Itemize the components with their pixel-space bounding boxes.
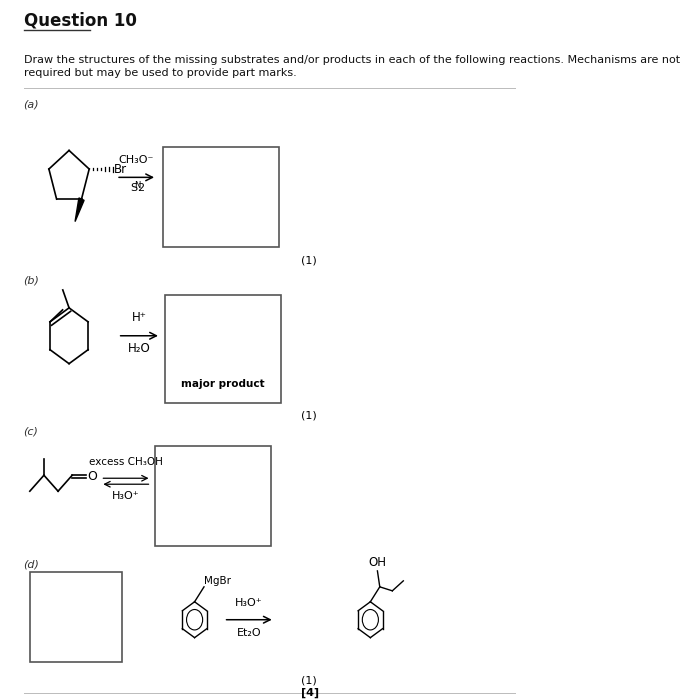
Text: (b): (b) (23, 276, 39, 286)
Text: (a): (a) (23, 99, 39, 110)
Text: (d): (d) (23, 560, 39, 570)
Text: (1): (1) (300, 410, 316, 421)
Text: Br: Br (115, 162, 128, 176)
Text: 2: 2 (137, 183, 145, 193)
Bar (163, 148, 279, 247)
Polygon shape (75, 198, 84, 222)
Bar (165, 295, 281, 402)
Text: (1): (1) (300, 676, 316, 685)
Text: excess CH₃OH: excess CH₃OH (89, 457, 163, 468)
Text: [4]: [4] (300, 687, 319, 698)
Text: MgBr: MgBr (204, 576, 231, 586)
Text: major product: major product (181, 379, 265, 389)
Text: Et₂O: Et₂O (237, 628, 261, 638)
Text: OH: OH (368, 556, 386, 569)
Text: H₃O⁺: H₃O⁺ (235, 598, 263, 608)
Text: (c): (c) (23, 426, 38, 436)
Text: CH₃O⁻: CH₃O⁻ (119, 155, 154, 165)
Text: H₂O: H₂O (128, 342, 151, 355)
Text: (1): (1) (300, 255, 316, 265)
Text: O: O (87, 470, 97, 483)
Text: S: S (130, 183, 137, 193)
Bar (155, 447, 272, 546)
Text: H⁺: H⁺ (132, 311, 147, 324)
Text: required but may be used to provide part marks.: required but may be used to provide part… (23, 68, 296, 78)
Text: H₃O⁺: H₃O⁺ (112, 491, 140, 501)
Bar (29, 572, 122, 662)
Text: N: N (134, 181, 141, 190)
Text: Question 10: Question 10 (23, 12, 137, 30)
Text: Draw the structures of the missing substrates and/or products in each of the fol: Draw the structures of the missing subst… (23, 55, 680, 65)
